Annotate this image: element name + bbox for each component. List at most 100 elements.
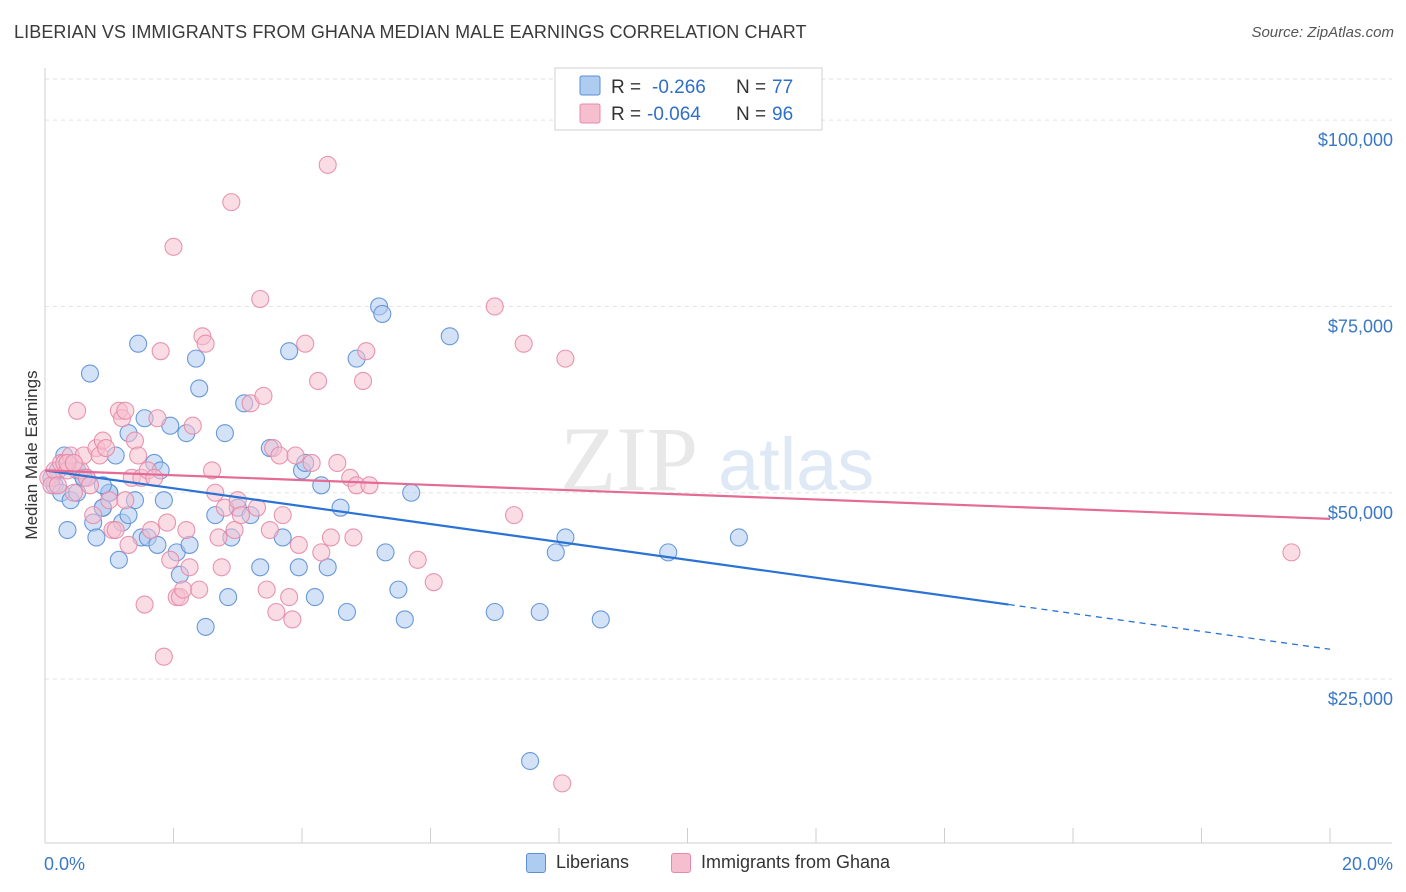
liberians-point-19 — [109, 550, 128, 569]
ghana-point-64 — [267, 602, 286, 622]
liberians-point-63 — [395, 610, 414, 629]
liberians-point-35 — [180, 535, 199, 554]
ghana-point-66 — [273, 506, 292, 525]
y-tick-labels: $100,000 $75,000 $50,000 $25,000 — [1318, 130, 1393, 709]
legend-r-value-2: -0.064 — [647, 104, 701, 125]
liberians-point-60 — [373, 304, 392, 323]
liberians-point-50 — [289, 558, 308, 577]
legend-n-label-1: N = — [736, 77, 766, 98]
ghana-point-37 — [158, 513, 177, 532]
ghana-point-79 — [344, 528, 363, 547]
ghana-point-25 — [119, 535, 138, 554]
ghana-point-34 — [148, 409, 167, 428]
liberians-point-56 — [331, 498, 350, 517]
ghana-point-70 — [289, 535, 308, 554]
liberians-point-62 — [389, 580, 408, 599]
watermark-atlas: atlas — [718, 423, 874, 506]
liberians-point-30 — [154, 491, 173, 510]
liberians-point-61 — [376, 543, 395, 562]
bottom-legend-label-liberians: Liberians — [556, 852, 630, 872]
y-axis-label: Median Male Earnings — [22, 370, 41, 539]
legend-n-value-2: 96 — [772, 104, 793, 125]
liberians-point-46 — [251, 558, 270, 577]
ghana-point-18 — [96, 438, 116, 458]
liberians-point-71 — [591, 610, 610, 629]
x-tick-label-max: 20.0% — [1342, 854, 1393, 874]
ghana-point-36 — [154, 647, 173, 666]
ghana-point-45 — [183, 416, 202, 435]
y-tick-label-0: $100,000 — [1318, 130, 1393, 150]
ghana-point-75 — [318, 155, 337, 174]
ghana-point-74 — [312, 543, 331, 562]
liberians-point-73 — [729, 528, 748, 547]
ghana-point-24 — [116, 401, 135, 420]
ghana-point-91 — [1282, 543, 1301, 562]
bottom-legend-swatch-ghana — [671, 852, 691, 873]
y-tick-label-1: $75,000 — [1328, 316, 1393, 336]
ghana-point-82 — [357, 342, 376, 361]
liberians-point-65 — [440, 327, 459, 346]
bottom-legend-item-ghana: Immigrants from Ghana — [671, 852, 890, 873]
ghana-point-76 — [321, 528, 340, 547]
ghana-point-53 — [222, 193, 241, 212]
liberians-point-68 — [530, 602, 549, 622]
x-tick-label-min: 0.0% — [44, 854, 85, 874]
ghana-point-87 — [504, 506, 524, 525]
y-tick-label-2: $50,000 — [1328, 503, 1393, 523]
liberians-trend-extension — [1008, 603, 1331, 650]
ghana-point-94 — [64, 453, 83, 473]
liberians-point-67 — [521, 751, 540, 771]
ghana-point-39 — [164, 237, 183, 256]
ghana-point-92 — [116, 491, 135, 510]
ghana-point-3 — [48, 476, 67, 495]
ghana-point-77 — [328, 453, 347, 473]
ghana-point-54 — [225, 520, 244, 540]
bottom-legend-item-liberians: Liberians — [526, 852, 629, 873]
ghana-point-46 — [190, 580, 209, 599]
source-label: Source: ZipAtlas.com — [1251, 24, 1394, 41]
ghana-point-55 — [228, 491, 247, 510]
liberians-point-55 — [318, 558, 337, 577]
chart-title: LIBERIAN VS IMMIGRANTS FROM GHANA MEDIAN… — [14, 22, 807, 42]
legend-swatch-ghana — [579, 103, 601, 124]
ghana-point-9 — [68, 401, 87, 420]
ghana-point-72 — [302, 453, 321, 473]
y-tick-label-3: $25,000 — [1328, 689, 1393, 709]
legend-r-value-1: -0.266 — [652, 77, 706, 98]
ghana-point-69 — [286, 446, 305, 465]
ghana-point-19 — [100, 491, 119, 510]
gridlines — [45, 78, 1392, 680]
ghana-point-48 — [196, 334, 215, 353]
x-tick-labels: 0.0% 20.0% — [44, 854, 1393, 874]
legend-n-value-1: 77 — [772, 77, 793, 98]
liberians-point-28 — [148, 535, 167, 554]
trend-lines — [44, 469, 1331, 650]
liberians-point-57 — [337, 602, 357, 622]
ghana-point-83 — [360, 476, 379, 495]
ghana-point-81 — [353, 371, 373, 391]
ghana-point-90 — [556, 349, 575, 368]
liberians-point-11 — [80, 364, 100, 383]
ghana-point-38 — [161, 550, 180, 569]
ghana-point-42 — [174, 580, 193, 599]
liberians-point-53 — [305, 588, 324, 607]
liberians-point-37 — [190, 379, 209, 398]
liberians-point-49 — [280, 342, 299, 361]
ghana-point-71 — [296, 334, 315, 353]
ghana-point-21 — [106, 520, 125, 540]
ghana-point-67 — [280, 588, 299, 607]
liberians-point-66 — [485, 602, 504, 622]
ghana-point-68 — [283, 610, 302, 629]
liberians-point-41 — [219, 588, 238, 607]
ghana-point-59 — [251, 289, 270, 309]
ghana-point-84 — [408, 550, 427, 569]
ghana-point-35 — [151, 342, 170, 361]
ghana-point-73 — [309, 371, 328, 391]
liberians-point-13 — [87, 528, 106, 547]
ghana-point-85 — [424, 573, 443, 592]
bottom-legend-label-ghana: Immigrants from Ghana — [701, 852, 891, 872]
ghana-point-62 — [260, 520, 279, 540]
liberians-point-23 — [129, 334, 148, 353]
ghana-point-44 — [180, 558, 199, 577]
liberians-point-36 — [186, 349, 206, 368]
